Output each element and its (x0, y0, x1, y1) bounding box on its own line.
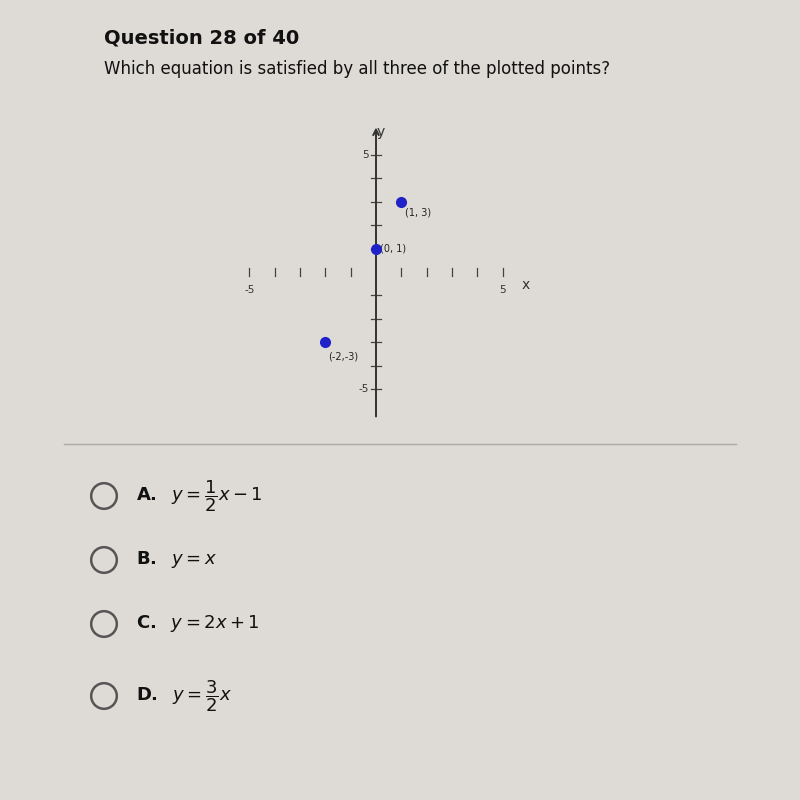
Text: $\mathbf{B.}$  $y = x$: $\mathbf{B.}$ $y = x$ (136, 550, 217, 570)
Text: 5: 5 (499, 285, 506, 295)
Text: Which equation is satisfied by all three of the plotted points?: Which equation is satisfied by all three… (104, 60, 610, 78)
Text: $\mathbf{D.}$  $y = \dfrac{3}{2}x$: $\mathbf{D.}$ $y = \dfrac{3}{2}x$ (136, 678, 232, 714)
Text: x: x (522, 278, 530, 292)
Text: -5: -5 (244, 285, 254, 295)
Text: Question 28 of 40: Question 28 of 40 (104, 28, 299, 47)
Text: -5: -5 (358, 384, 368, 394)
Text: (0, 1): (0, 1) (380, 244, 406, 254)
Text: $\mathbf{A.}$  $y = \dfrac{1}{2}x - 1$: $\mathbf{A.}$ $y = \dfrac{1}{2}x - 1$ (136, 478, 262, 514)
Text: y: y (377, 125, 385, 138)
Text: (1, 3): (1, 3) (405, 208, 431, 218)
Text: $\mathbf{C.}$  $y = 2x + 1$: $\mathbf{C.}$ $y = 2x + 1$ (136, 614, 260, 634)
Text: (-2,-3): (-2,-3) (328, 351, 358, 362)
Text: 5: 5 (362, 150, 368, 160)
